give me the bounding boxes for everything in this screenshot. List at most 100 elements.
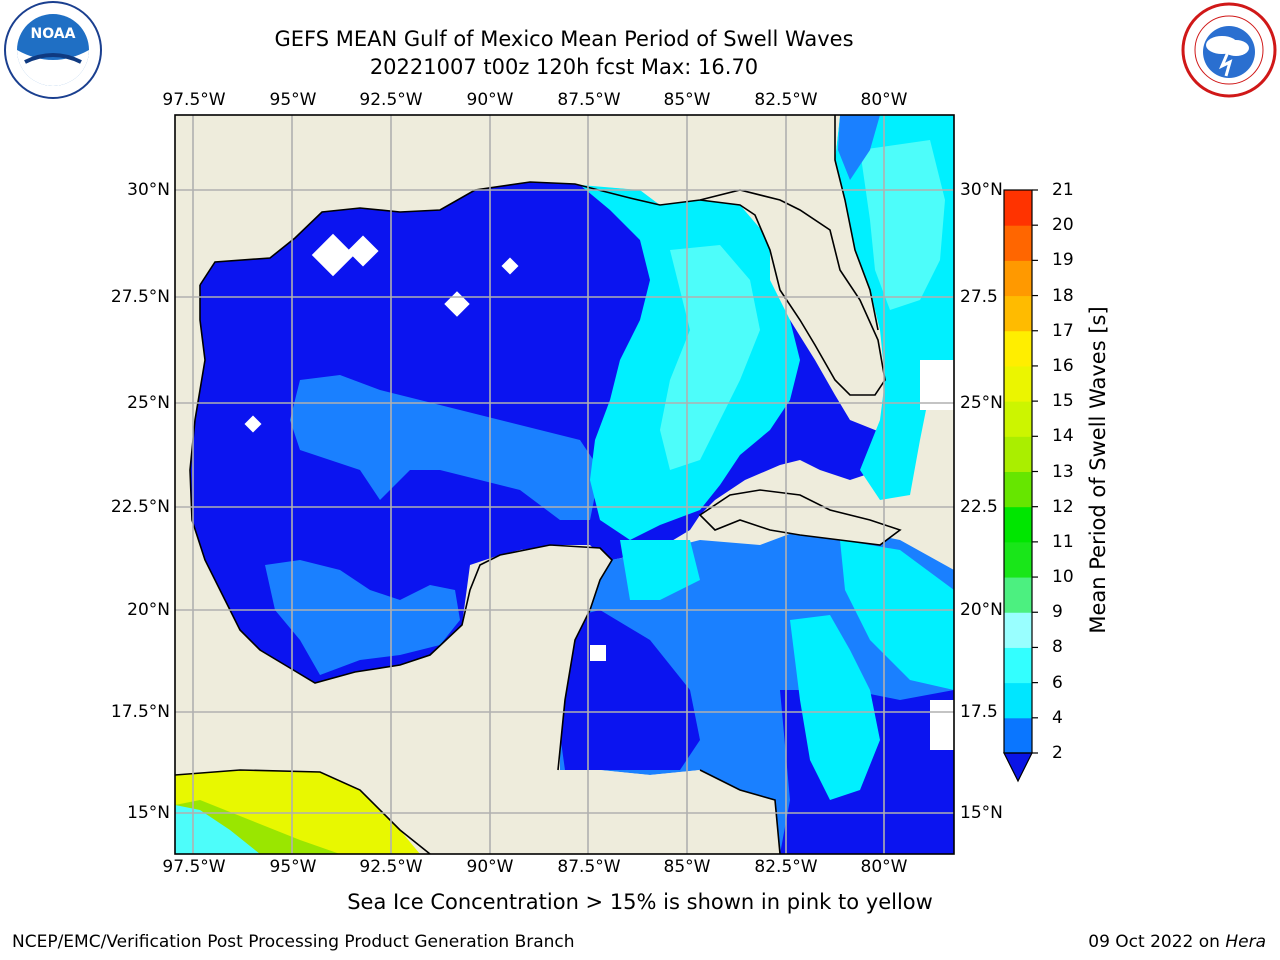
yucatan-land xyxy=(300,545,780,854)
colorbar-segment xyxy=(1004,541,1032,578)
lat-label-right: 20°N xyxy=(960,600,1003,620)
colorbar-tick-label: 11 xyxy=(1052,531,1074,552)
colorbar-segment xyxy=(1004,647,1032,684)
colorbar-segment xyxy=(1004,330,1032,367)
sea-ice-note: Sea Ice Concentration > 15% is shown in … xyxy=(347,890,933,914)
footer-credit: NCEP/EMC/Verification Post Processing Pr… xyxy=(12,932,575,952)
colorbar-tick-label: 14 xyxy=(1052,426,1074,447)
map-frame xyxy=(174,114,955,855)
colorbar-segment xyxy=(1004,190,1032,226)
colorbar-segment xyxy=(1004,506,1032,543)
colorbar-tick-label: 13 xyxy=(1052,461,1074,482)
colorbar-tick-label: 16 xyxy=(1052,355,1074,376)
colorbar-segment xyxy=(1004,401,1032,437)
florida-land xyxy=(740,190,885,395)
lat-label-left: 27.5°N xyxy=(110,287,170,307)
lon-label-top: 87.5°W xyxy=(557,90,621,110)
gulf-mid-blue-patch xyxy=(290,375,600,520)
lon-label-bottom: 87.5°W xyxy=(557,857,621,877)
colorbar-tick-label: 19 xyxy=(1052,250,1074,271)
lat-label-right: 27.5 xyxy=(960,287,998,307)
missing-data-patch xyxy=(311,233,355,277)
footer-date-text: 09 Oct 2022 on xyxy=(1088,932,1220,952)
colorbar-tick-label: 12 xyxy=(1052,496,1074,517)
colorbar-tick-label: 20 xyxy=(1052,215,1074,236)
lon-label-bottom: 82.5°W xyxy=(754,857,818,877)
map-area xyxy=(175,115,954,854)
colorbar-segment xyxy=(1004,295,1032,332)
caribbean-cyan xyxy=(840,540,954,690)
colorbar-extend-arrow xyxy=(1003,752,1033,783)
lat-label-right: 22.5 xyxy=(960,497,998,517)
lat-label-left: 17.5°N xyxy=(110,702,170,722)
lat-label-left: 30°N xyxy=(127,180,170,200)
noaa-logo-icon: NOAA xyxy=(4,1,102,99)
missing-data-patch xyxy=(590,645,606,661)
colorbar-tick-label: 9 xyxy=(1052,602,1063,623)
colorbar-segment xyxy=(1004,682,1032,719)
colorbar-segment xyxy=(1004,612,1032,648)
lon-label-bottom: 85°W xyxy=(663,857,711,877)
colorbar-segment xyxy=(1004,436,1032,472)
us-gulf-coast-land xyxy=(175,115,878,330)
colorbar xyxy=(1003,189,1038,783)
colorbar-label: Mean Period of Swell Waves [s] xyxy=(1086,306,1110,634)
colorbar-segment xyxy=(1004,717,1032,754)
colorbar-tick-label: 8 xyxy=(1052,637,1063,658)
missing-data-patch xyxy=(501,257,519,275)
lon-label-top: 82.5°W xyxy=(754,90,818,110)
colorbar-tick-label: 4 xyxy=(1052,707,1063,728)
lon-label-bottom: 97.5°W xyxy=(162,857,226,877)
lon-label-bottom: 95°W xyxy=(269,857,317,877)
lon-label-top: 95°W xyxy=(269,90,317,110)
noaa-logo-text: NOAA xyxy=(31,26,76,42)
caribbean-cyan xyxy=(790,615,880,800)
colorbar-tick-label: 18 xyxy=(1052,285,1074,306)
atlantic-mid-blue xyxy=(838,115,880,180)
mexico-land xyxy=(175,285,320,775)
colorbar-segment xyxy=(1004,577,1032,613)
colorbar-segment xyxy=(1004,225,1032,261)
gridlines xyxy=(175,115,954,854)
nws-logo-icon xyxy=(1181,2,1277,98)
missing-data-patch xyxy=(930,700,954,750)
chart-subtitle: 20221007 t00z 120h fcst Max: 16.70 xyxy=(369,55,759,79)
colorbar-tick-label: 15 xyxy=(1052,391,1074,412)
lon-label-top: 90°W xyxy=(466,90,514,110)
lat-label-left: 22.5°N xyxy=(110,497,170,517)
lon-label-bottom: 92.5°W xyxy=(359,857,423,877)
lat-label-right: 17.5 xyxy=(960,702,998,722)
atlantic-light-cyan xyxy=(860,140,945,310)
lon-label-bottom: 90°W xyxy=(466,857,514,877)
missing-data-patch xyxy=(347,235,379,267)
lon-label-top: 92.5°W xyxy=(359,90,423,110)
eastern-gulf-light-cyan xyxy=(660,245,760,470)
colorbar-segment xyxy=(1004,471,1032,508)
colorbar-tick-label: 17 xyxy=(1052,320,1074,341)
lon-label-top: 80°W xyxy=(860,90,908,110)
footer-host: Hera xyxy=(1225,932,1266,952)
lon-label-top: 85°W xyxy=(663,90,711,110)
lon-label-bottom: 80°W xyxy=(860,857,908,877)
colorbar-tick-label: 10 xyxy=(1052,567,1074,588)
lat-label-right: 15°N xyxy=(960,803,1003,823)
colorbar-tick-label: 21 xyxy=(1052,180,1074,200)
lat-label-left: 15°N xyxy=(127,803,170,823)
caribbean-cyan xyxy=(620,540,700,600)
lon-label-top: 97.5°W xyxy=(162,90,226,110)
lat-label-right: 30°N xyxy=(960,180,1003,200)
pacific-cyan xyxy=(175,805,260,854)
missing-data-patch xyxy=(920,360,954,410)
chart-title: GEFS MEAN Gulf of Mexico Mean Period of … xyxy=(274,27,854,51)
colorbar-segment xyxy=(1004,260,1032,297)
missing-data-patch xyxy=(244,415,262,433)
colorbar-tick-label: 2 xyxy=(1052,743,1063,763)
gulf-mid-blue-patch xyxy=(265,560,460,675)
lat-label-left: 20°N xyxy=(127,600,170,620)
cuba-land xyxy=(700,490,900,545)
colorbar-tick-label: 6 xyxy=(1052,672,1063,693)
lat-label-right: 25°N xyxy=(960,393,1003,413)
colorbar-segment xyxy=(1004,365,1032,402)
footer-date: 09 Oct 2022 on Hera xyxy=(1088,932,1266,952)
